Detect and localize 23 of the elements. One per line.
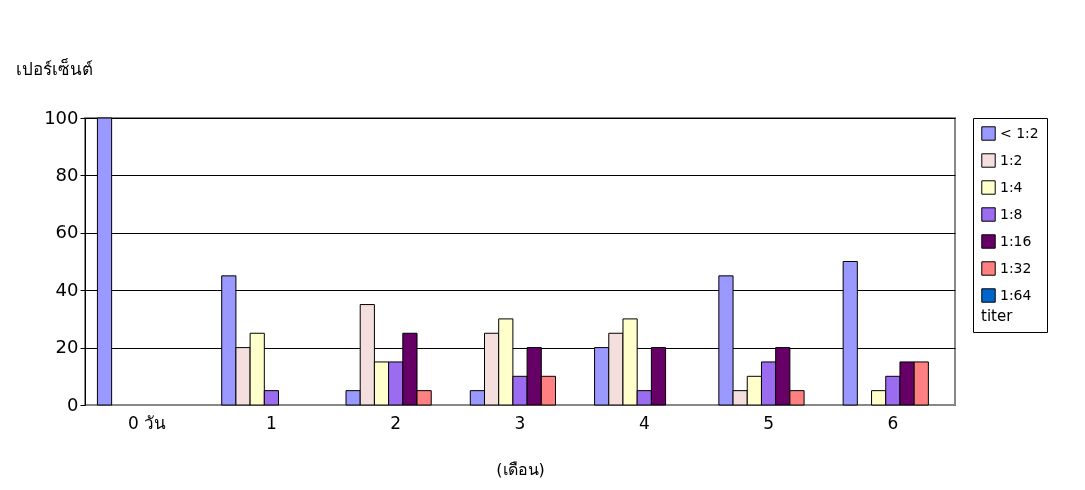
y-axis-title: เปอร์เซ็นต์ <box>15 57 93 79</box>
legend-label: 1:2 <box>1000 151 1023 168</box>
y-tick-label: 60 <box>55 221 79 243</box>
y-tick-label: 20 <box>55 336 79 358</box>
legend-label: 1:4 <box>1000 178 1023 195</box>
x-axis-title: (เดือน) <box>496 459 545 479</box>
y-tick-label: 100 <box>44 106 79 128</box>
legend-label: < 1:2 <box>1000 124 1039 141</box>
legend-label: 1:64 <box>1000 286 1032 303</box>
x-tick-label: 5 <box>763 412 774 433</box>
x-tick-label: 4 <box>638 412 650 433</box>
y-tick-label: 0 <box>67 393 79 415</box>
x-tick-label: 1 <box>266 412 277 433</box>
legend-label: 1:32 <box>1000 259 1032 276</box>
legend-label: 1:8 <box>1000 205 1023 222</box>
x-tick-label: 2 <box>390 412 402 433</box>
legend-label: 1:16 <box>1000 232 1032 249</box>
x-tick-label: 6 <box>887 412 899 433</box>
legend-title: titer <box>981 307 1014 325</box>
x-tick-label: 3 <box>514 412 526 433</box>
y-tick-label: 40 <box>55 278 79 300</box>
y-tick-label: 80 <box>55 163 79 185</box>
x-tick-label: 0 วัน <box>128 412 167 433</box>
